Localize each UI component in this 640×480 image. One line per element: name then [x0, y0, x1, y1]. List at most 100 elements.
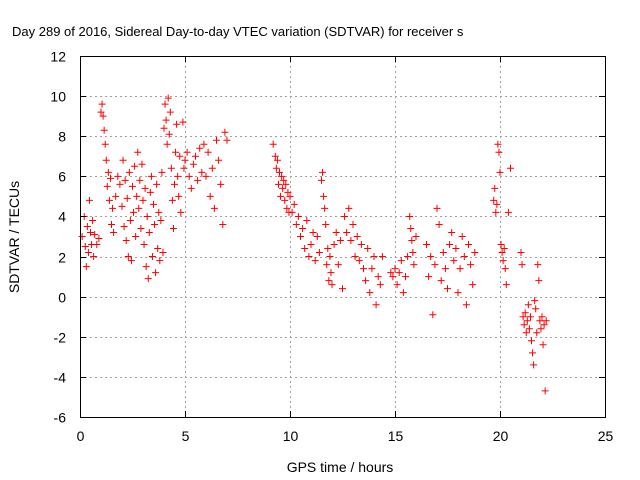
data-point	[535, 277, 543, 285]
data-point	[101, 140, 109, 148]
data-point	[206, 192, 214, 200]
data-point	[166, 108, 174, 116]
data-point	[151, 220, 159, 228]
data-point	[192, 152, 199, 160]
data-point	[272, 164, 280, 172]
data-point	[105, 196, 113, 204]
data-point	[106, 174, 114, 182]
data-point	[140, 241, 148, 249]
data-point	[504, 208, 512, 216]
data-point	[130, 208, 138, 216]
data-point	[407, 224, 415, 232]
data-point	[507, 164, 514, 172]
data-point	[194, 176, 202, 184]
data-point	[408, 237, 416, 245]
data-point	[423, 241, 430, 249]
data-point	[323, 261, 331, 269]
data-point	[158, 168, 166, 176]
data-point	[441, 265, 449, 273]
data-point	[492, 208, 500, 216]
data-point	[499, 257, 507, 265]
data-point	[180, 164, 188, 172]
data-point	[189, 160, 197, 168]
data-point	[521, 309, 529, 317]
data-point	[376, 281, 384, 289]
data-point	[309, 228, 317, 236]
data-point	[501, 265, 509, 273]
data-point	[139, 196, 147, 204]
data-point	[120, 222, 128, 230]
data-point	[299, 224, 307, 232]
data-point	[500, 245, 508, 253]
data-point	[533, 329, 541, 337]
data-point	[495, 148, 503, 156]
data-point	[171, 180, 178, 188]
data-point	[161, 100, 169, 108]
data-point	[282, 180, 290, 188]
data-point	[163, 140, 171, 148]
y-tick-label: 10	[50, 89, 66, 105]
data-point	[454, 289, 462, 297]
data-point	[307, 241, 315, 249]
data-point	[202, 172, 210, 180]
data-point	[97, 108, 105, 116]
data-point	[210, 204, 218, 212]
data-point	[389, 273, 397, 281]
data-point	[330, 241, 338, 249]
data-point	[491, 184, 499, 192]
data-point	[322, 220, 330, 228]
data-point	[78, 233, 86, 240]
data-point	[529, 349, 537, 357]
data-point	[347, 237, 355, 245]
data-point	[462, 301, 470, 309]
data-point	[127, 257, 135, 265]
data-point	[153, 180, 161, 188]
data-point	[345, 204, 353, 212]
data-point	[215, 156, 223, 164]
data-point	[439, 249, 447, 257]
data-point	[319, 168, 327, 176]
data-point	[156, 257, 164, 265]
data-point	[332, 228, 340, 236]
data-point	[273, 156, 281, 164]
data-point	[355, 257, 363, 265]
data-point	[145, 228, 153, 236]
data-point	[183, 148, 191, 156]
y-tick-label: 8	[58, 129, 66, 145]
data-point	[406, 212, 414, 220]
data-point	[528, 337, 535, 345]
data-point	[160, 124, 168, 132]
data-point	[119, 156, 127, 164]
data-point	[99, 112, 107, 120]
data-point	[393, 281, 401, 289]
data-point	[391, 265, 399, 273]
data-point	[321, 204, 329, 212]
data-point	[108, 220, 115, 228]
data-point	[303, 216, 311, 224]
y-tick-label: 12	[50, 49, 66, 65]
data-point	[118, 202, 126, 210]
data-point	[288, 208, 296, 216]
data-point	[146, 188, 154, 196]
data-point	[167, 164, 175, 172]
data-point	[185, 172, 193, 180]
x-tick-label: 0	[77, 428, 85, 444]
data-point	[433, 204, 441, 212]
data-point	[129, 182, 136, 190]
data-point	[498, 249, 506, 257]
data-point	[387, 269, 395, 277]
data-point	[143, 212, 151, 220]
data-point	[357, 241, 365, 249]
x-tick-label: 25	[598, 428, 614, 444]
data-point	[294, 212, 302, 220]
data-point	[173, 120, 181, 128]
data-point	[526, 313, 534, 321]
data-point	[95, 235, 103, 243]
data-point	[469, 281, 477, 289]
data-point	[187, 184, 195, 192]
data-point	[114, 172, 122, 180]
data-point	[133, 192, 141, 200]
data-point	[126, 216, 134, 224]
data-point	[110, 228, 118, 236]
data-point	[301, 245, 309, 253]
